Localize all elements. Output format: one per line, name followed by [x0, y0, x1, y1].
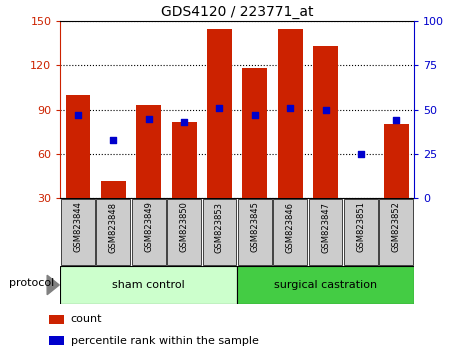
FancyBboxPatch shape	[167, 199, 201, 265]
Bar	[384, 125, 409, 198]
Point	[74, 112, 82, 118]
Point	[180, 119, 188, 125]
FancyBboxPatch shape	[203, 199, 236, 265]
Text: GSM823846: GSM823846	[286, 202, 295, 253]
Text: GSM823848: GSM823848	[109, 202, 118, 253]
Bar	[66, 95, 91, 198]
Bar	[313, 46, 338, 198]
Polygon shape	[47, 275, 59, 295]
Bar	[242, 68, 267, 198]
Point	[392, 118, 400, 123]
Bar	[172, 121, 197, 198]
Point	[251, 112, 259, 118]
Point	[322, 107, 329, 113]
Text: GSM823849: GSM823849	[144, 202, 153, 252]
Text: GSM823844: GSM823844	[73, 202, 83, 252]
Text: GSM823852: GSM823852	[392, 202, 401, 252]
Text: GSM823845: GSM823845	[250, 202, 259, 252]
Text: GSM823847: GSM823847	[321, 202, 330, 253]
Text: surgical castration: surgical castration	[274, 280, 377, 290]
Bar	[49, 336, 64, 346]
Text: count: count	[71, 314, 102, 325]
Bar	[278, 29, 303, 198]
FancyBboxPatch shape	[344, 199, 378, 265]
Text: sham control: sham control	[113, 280, 185, 290]
Text: GSM823851: GSM823851	[356, 202, 365, 252]
Text: GSM823850: GSM823850	[179, 202, 189, 252]
FancyBboxPatch shape	[97, 199, 130, 265]
Point	[357, 151, 365, 157]
Text: protocol: protocol	[9, 278, 54, 288]
Title: GDS4120 / 223771_at: GDS4120 / 223771_at	[161, 5, 313, 19]
Bar	[207, 29, 232, 198]
FancyBboxPatch shape	[309, 199, 342, 265]
FancyBboxPatch shape	[237, 266, 414, 304]
FancyBboxPatch shape	[61, 199, 95, 265]
Text: GSM823853: GSM823853	[215, 202, 224, 253]
Point	[110, 137, 117, 143]
Bar	[101, 181, 126, 198]
Point	[145, 116, 153, 121]
FancyBboxPatch shape	[273, 199, 307, 265]
Bar	[348, 198, 373, 200]
Point	[216, 105, 223, 111]
Bar	[49, 315, 64, 324]
Point	[286, 105, 294, 111]
FancyBboxPatch shape	[132, 199, 166, 265]
FancyBboxPatch shape	[60, 266, 237, 304]
Text: percentile rank within the sample: percentile rank within the sample	[71, 336, 259, 346]
FancyBboxPatch shape	[238, 199, 272, 265]
FancyBboxPatch shape	[379, 199, 413, 265]
Bar	[136, 105, 161, 198]
